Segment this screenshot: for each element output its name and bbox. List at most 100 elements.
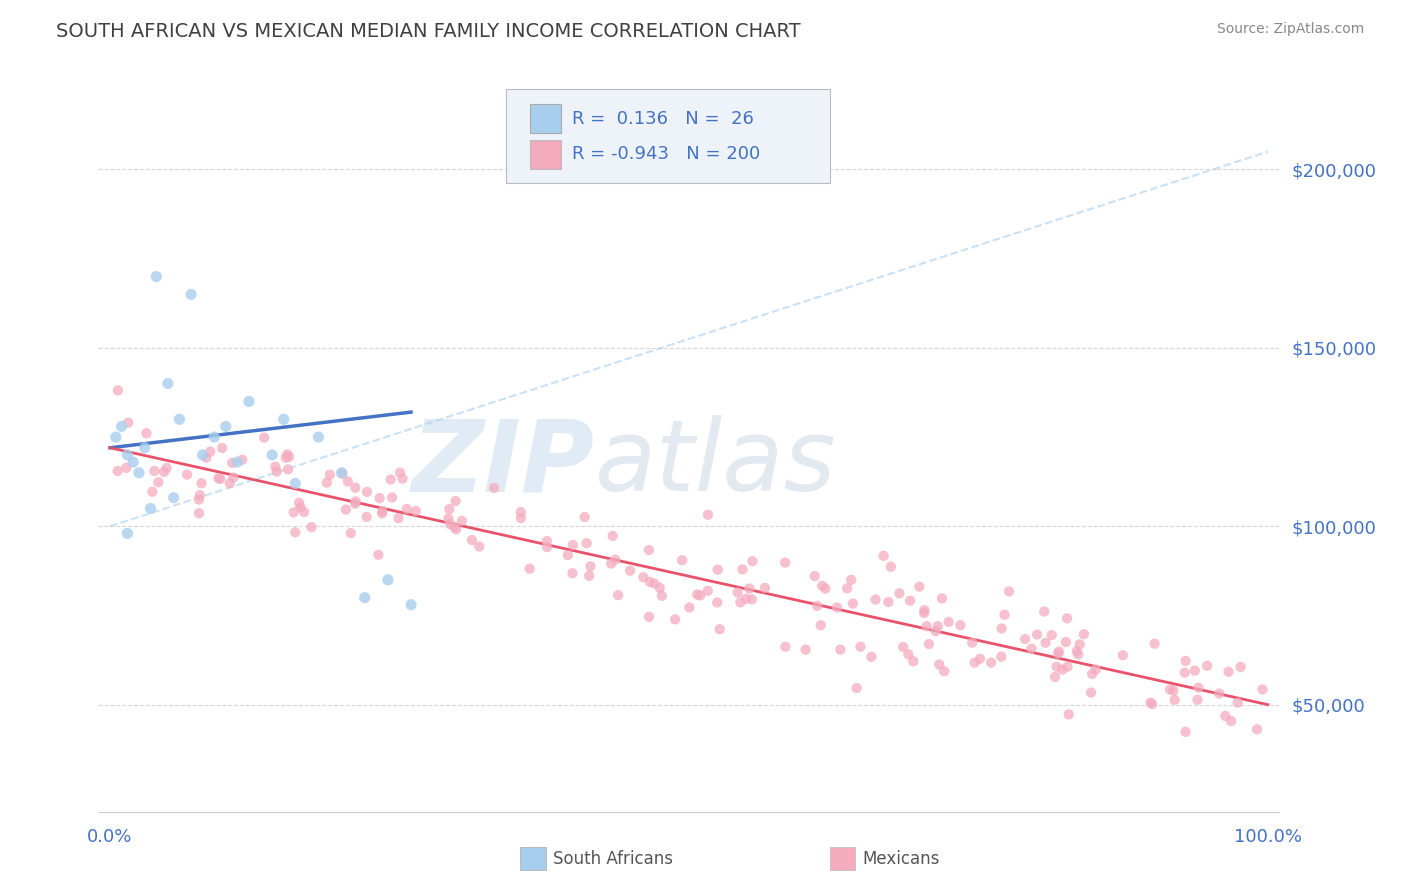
- Point: [356, 509, 378, 524]
- Point: [188, 506, 211, 520]
- Point: [908, 580, 931, 594]
- Point: [439, 517, 461, 532]
- Point: [1067, 648, 1090, 662]
- Point: [1174, 724, 1197, 739]
- Point: [638, 609, 661, 624]
- Point: [811, 579, 834, 593]
- Point: [731, 562, 754, 576]
- Point: [238, 394, 260, 409]
- Point: [356, 484, 378, 499]
- Point: [643, 576, 665, 591]
- Point: [1040, 628, 1063, 642]
- Point: [678, 600, 700, 615]
- Point: [1226, 696, 1249, 710]
- Point: [1251, 682, 1274, 697]
- Point: [143, 464, 166, 478]
- Point: [276, 447, 298, 461]
- Point: [1174, 665, 1197, 680]
- Point: [195, 450, 218, 465]
- Point: [191, 448, 214, 462]
- Point: [1057, 707, 1080, 722]
- Point: [928, 657, 950, 672]
- Point: [226, 455, 249, 469]
- Point: [648, 581, 671, 595]
- Point: [262, 448, 284, 462]
- Point: [315, 475, 337, 490]
- Point: [638, 574, 661, 589]
- Point: [439, 502, 461, 516]
- Text: ZIP: ZIP: [412, 416, 595, 512]
- Point: [709, 622, 731, 636]
- Point: [1163, 693, 1185, 707]
- Point: [775, 640, 797, 654]
- Point: [825, 600, 848, 615]
- Point: [1047, 647, 1070, 661]
- Point: [1056, 659, 1078, 673]
- Point: [579, 559, 602, 574]
- Point: [395, 502, 418, 516]
- Point: [706, 595, 728, 609]
- Point: [1033, 605, 1056, 619]
- Point: [969, 652, 991, 666]
- Point: [1081, 667, 1104, 681]
- Text: SOUTH AFRICAN VS MEXICAN MEDIAN FAMILY INCOME CORRELATION CHART: SOUTH AFRICAN VS MEXICAN MEDIAN FAMILY I…: [56, 22, 801, 41]
- Point: [619, 564, 641, 578]
- Point: [277, 462, 299, 476]
- Point: [773, 556, 796, 570]
- Point: [912, 606, 935, 620]
- Point: [810, 618, 832, 632]
- Point: [330, 466, 353, 480]
- Point: [998, 584, 1021, 599]
- Point: [1052, 663, 1074, 677]
- Point: [741, 592, 763, 607]
- Point: [368, 491, 391, 505]
- Point: [391, 472, 413, 486]
- Point: [1187, 681, 1209, 695]
- Point: [461, 533, 484, 547]
- Point: [671, 553, 693, 567]
- Point: [377, 573, 399, 587]
- Point: [335, 502, 357, 516]
- Point: [574, 510, 596, 524]
- Point: [730, 595, 752, 609]
- Point: [738, 582, 761, 596]
- Point: [1045, 660, 1067, 674]
- Point: [727, 585, 749, 599]
- Point: [741, 554, 763, 568]
- Point: [1163, 683, 1185, 698]
- Point: [1069, 637, 1091, 651]
- Point: [274, 450, 297, 465]
- Point: [1184, 664, 1206, 678]
- Point: [1035, 636, 1057, 650]
- Point: [735, 591, 758, 606]
- Point: [117, 526, 139, 541]
- Point: [344, 481, 367, 495]
- Point: [600, 557, 623, 571]
- Point: [536, 540, 558, 554]
- Point: [156, 461, 179, 475]
- Point: [578, 569, 600, 583]
- Point: [344, 494, 367, 508]
- Point: [437, 511, 460, 525]
- Point: [381, 491, 404, 505]
- Point: [605, 552, 627, 566]
- Point: [963, 656, 986, 670]
- Point: [925, 624, 948, 639]
- Point: [371, 507, 394, 521]
- Point: [872, 549, 894, 563]
- Point: [880, 559, 903, 574]
- Point: [371, 504, 394, 518]
- Point: [689, 589, 711, 603]
- Point: [107, 384, 129, 398]
- Point: [163, 491, 186, 505]
- Point: [536, 534, 558, 549]
- Point: [897, 647, 920, 661]
- Point: [561, 538, 583, 552]
- Point: [839, 573, 862, 587]
- Point: [444, 522, 467, 536]
- Point: [849, 640, 872, 654]
- Point: [215, 419, 238, 434]
- Point: [889, 586, 911, 600]
- Point: [221, 456, 243, 470]
- Point: [1054, 635, 1077, 649]
